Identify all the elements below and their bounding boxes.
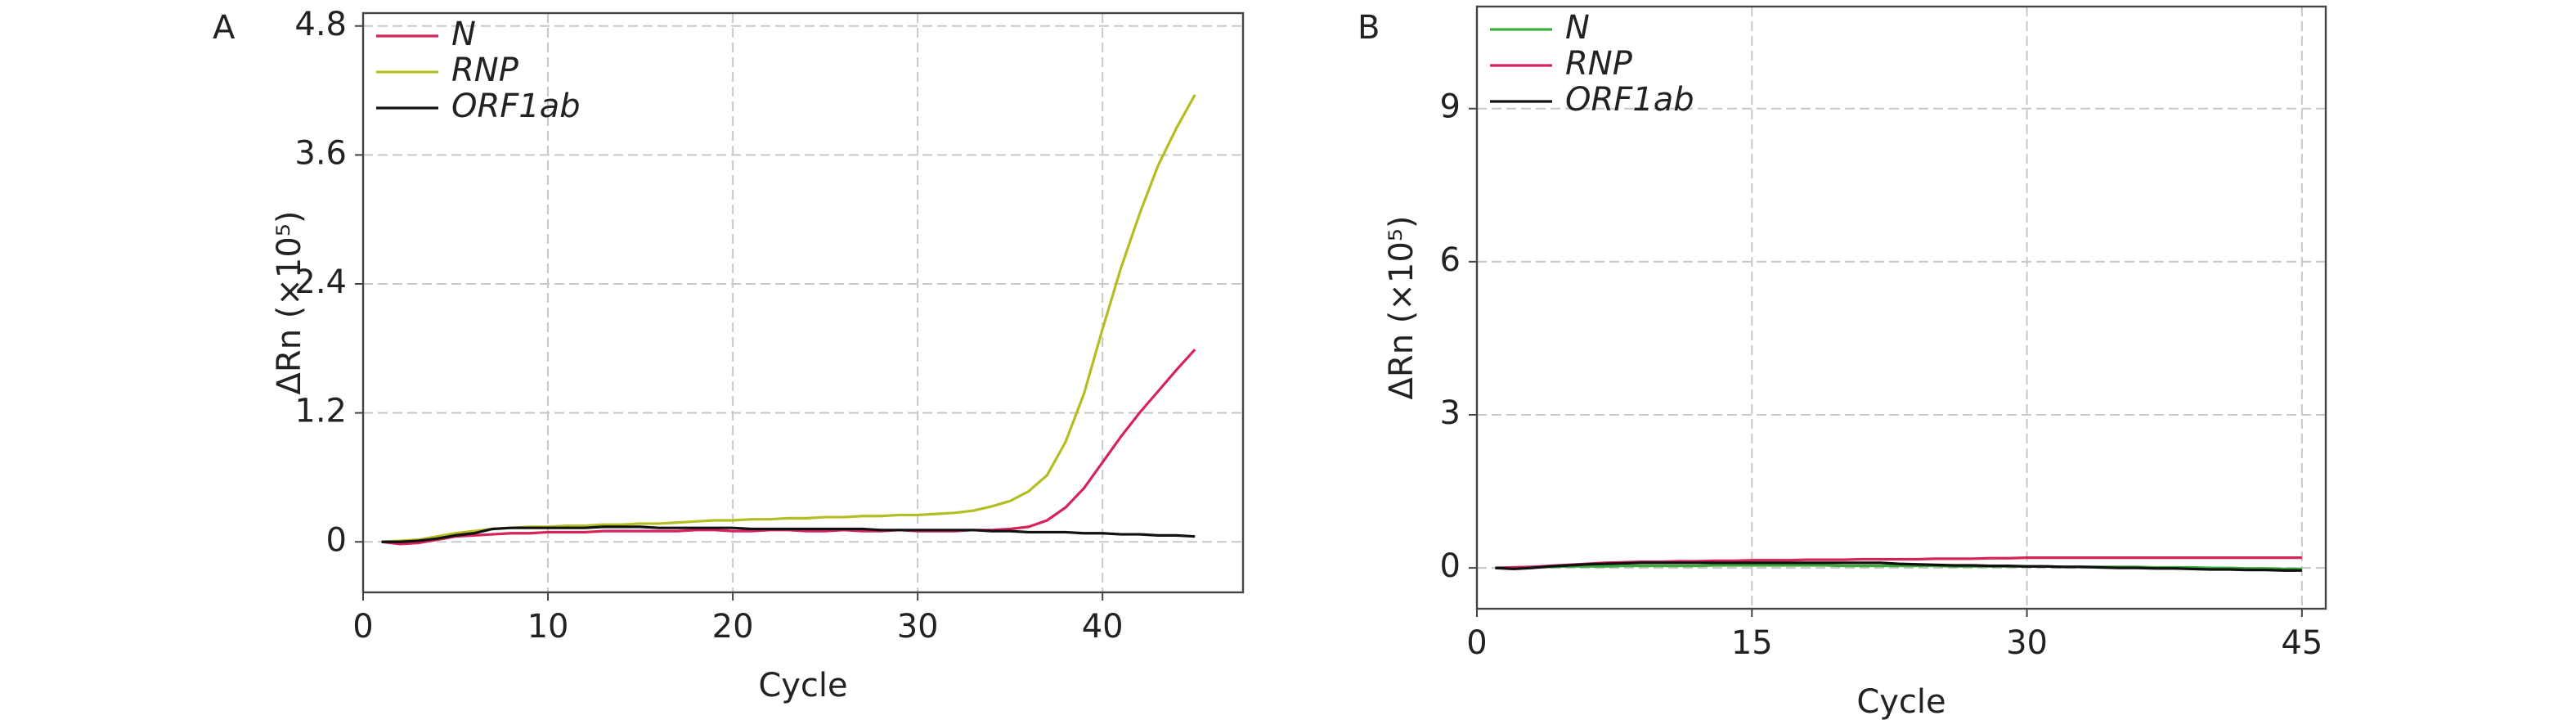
x-tick-label: 10 <box>527 608 569 646</box>
x-tick-label: 20 <box>712 608 754 646</box>
y-tick-label: 2.4 <box>294 263 347 301</box>
legend-label: RNP <box>1565 45 1633 83</box>
legend-label: N <box>451 16 476 53</box>
x-tick-label: 30 <box>897 608 939 646</box>
series-line <box>381 349 1196 546</box>
series-line <box>381 94 1196 543</box>
legend-label: ORF1ab <box>1565 81 1694 119</box>
y-tick-label: 4.8 <box>294 6 347 43</box>
y-axis-label: ΔRn (×10⁵) <box>271 211 308 395</box>
y-tick-label: 6 <box>1440 241 1461 279</box>
plot-frame <box>1475 5 2327 610</box>
y-tick-label: 9 <box>1440 88 1461 126</box>
y-tick-label: 0 <box>326 521 347 559</box>
x-tick-label: 15 <box>1731 624 1773 662</box>
x-axis-label: Cycle <box>1856 683 1945 720</box>
y-tick-label: 1.2 <box>294 393 347 430</box>
y-tick-label: 3 <box>1440 394 1461 432</box>
x-axis-label: Cycle <box>758 667 847 704</box>
x-tick-label: 0 <box>352 608 373 646</box>
legend-label: RNP <box>451 52 519 89</box>
y-tick-label: 0 <box>1440 547 1461 585</box>
series-line <box>1495 561 2302 572</box>
x-tick-label: 0 <box>1466 624 1487 662</box>
y-tick-label: 3.6 <box>294 134 347 172</box>
x-tick-label: 30 <box>2006 624 2048 662</box>
series-line <box>381 525 1196 543</box>
x-tick-label: 40 <box>1082 608 1124 646</box>
y-axis-label: ΔRn (×10⁵) <box>1383 216 1420 400</box>
legend-label: N <box>1565 9 1590 47</box>
x-tick-label: 45 <box>2281 624 2322 662</box>
legend-label: ORF1ab <box>451 88 581 125</box>
panel-label: B <box>1358 9 1380 47</box>
plot-frame <box>361 11 1245 594</box>
panel-label: A <box>213 9 236 47</box>
